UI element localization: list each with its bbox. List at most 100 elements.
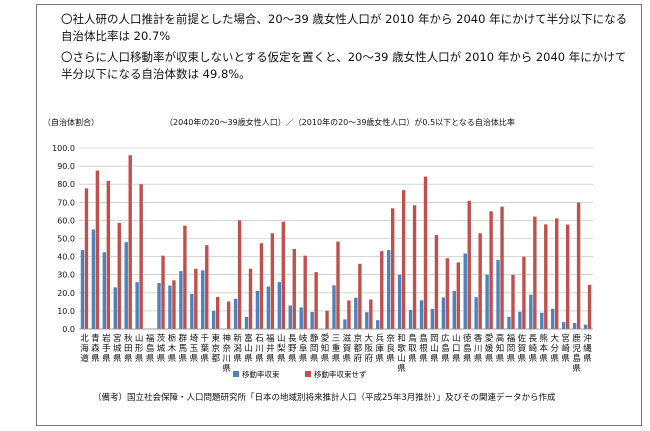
x-category-label-char: 山 [397, 353, 406, 364]
chart-ylabel: （自治体割合） [43, 117, 99, 127]
bar-converge [430, 308, 435, 329]
x-category-label-char: 潟 [233, 343, 242, 354]
bar-no-converge [522, 256, 526, 329]
bar-no-converge [336, 241, 340, 329]
x-category-label-char: 埼 [190, 333, 199, 344]
x-category-label-char: 山 [452, 333, 461, 344]
x-category-label-char: 県 [266, 354, 275, 364]
x-category-label-char: 福 [146, 333, 155, 344]
x-category-label-char: 山 [135, 333, 144, 344]
bar-no-converge [194, 268, 198, 329]
bar-no-converge [325, 310, 329, 329]
x-category-label-char: 京 [354, 333, 363, 344]
x-category-label-char: 県 [463, 354, 472, 364]
x-category-label-char: 愛 [485, 333, 494, 344]
x-category-label-char: 県 [102, 354, 111, 364]
x-category-label-char: 宮 [561, 333, 570, 344]
x-category-label-char: 島 [419, 333, 428, 344]
x-category-label-char: 阜 [299, 343, 308, 354]
x-category-label-char: 沖 [583, 333, 592, 344]
bar-no-converge [369, 299, 373, 329]
x-category-label-char: 県 [550, 354, 559, 364]
municipality-ratio-chart: （自治体割合） （2040年の20〜39歳女性人口）／（2010年の20〜39歳… [43, 117, 593, 379]
x-category-label-char: 宮 [113, 333, 122, 344]
bar-no-converge [117, 222, 121, 329]
bar-no-converge [161, 255, 165, 329]
x-category-label-char: 山 [244, 343, 253, 354]
x-category-label-char: 岐 [299, 333, 308, 344]
bar-no-converge [106, 180, 111, 329]
bar-no-converge [412, 205, 417, 329]
x-category-label-char: 県 [91, 354, 100, 364]
bar-converge [201, 270, 205, 329]
x-category-label-char: 岡 [430, 334, 439, 344]
bar-converge [288, 305, 292, 329]
bar-no-converge [533, 216, 537, 329]
x-category-label-char: 山 [430, 343, 439, 354]
x-category-label-char: 北 [80, 334, 89, 344]
bar-converge [332, 285, 336, 329]
x-category-label-char: 良 [386, 343, 395, 354]
x-category-label-char: 広 [441, 333, 450, 344]
bar-converge [212, 310, 216, 329]
chart-y-ticks: 0.0 10.0 20.0 30.0 40.0 50.0 60.0 70.0 80.0 90.0 1… [52, 144, 75, 334]
x-category-label-char: 秋 [124, 333, 133, 344]
x-category-label-char: 奈 [386, 333, 395, 344]
chart-gridlines [79, 147, 593, 330]
bar-no-converge [434, 235, 439, 329]
x-category-label-char: 県 [222, 364, 231, 374]
bar-no-converge [128, 155, 132, 329]
x-category-label-char: 県 [572, 364, 581, 374]
bar-converge [255, 290, 260, 329]
bar-converge [376, 320, 380, 329]
bar-converge [507, 316, 511, 329]
y-tick-label: 20.0 [57, 289, 75, 298]
x-category-label-char: 城 [157, 344, 166, 354]
x-category-label-char: 県 [124, 354, 133, 364]
x-category-label-char: 県 [583, 354, 592, 364]
bar-converge [277, 282, 282, 329]
x-category-label-char: 森 [91, 343, 100, 354]
x-category-label-char: 府 [354, 353, 363, 364]
bar-no-converge [565, 224, 570, 329]
bar-no-converge [500, 206, 504, 329]
x-category-label-char: 取 [408, 344, 417, 354]
x-category-label-char: 千 [201, 333, 210, 344]
x-category-label-char: 長 [529, 334, 538, 344]
x-category-label-char: 県 [288, 354, 297, 364]
x-category-label-char: 熊 [540, 333, 549, 344]
bar-no-converge [292, 248, 296, 329]
bar-no-converge [183, 225, 187, 329]
x-category-label-char: 岡 [507, 344, 516, 354]
x-category-label-char: 県 [343, 354, 352, 364]
bar-no-converge [84, 188, 89, 329]
y-tick-label: 100.0 [52, 144, 75, 153]
bar-converge [179, 271, 183, 329]
bar-converge [452, 290, 456, 329]
x-category-label-char: 県 [452, 354, 461, 364]
x-category-label-char: 井 [266, 343, 275, 354]
x-category-label-char: 三 [332, 334, 341, 344]
bar-converge [190, 293, 194, 329]
x-category-label-char: 歌 [397, 343, 406, 354]
bar-converge [474, 297, 478, 329]
x-category-label-char: 県 [419, 354, 428, 364]
bar-converge [518, 311, 522, 329]
x-category-label-char: 縄 [583, 344, 592, 354]
bar-no-converge [456, 262, 460, 329]
x-category-label-char: 都 [354, 344, 363, 354]
x-category-label-char: 県 [233, 354, 242, 364]
bar-converge [343, 319, 347, 329]
bar-converge [91, 229, 96, 329]
x-category-label-char: 県 [255, 354, 264, 364]
x-category-label-char: 福 [507, 333, 516, 344]
x-category-label-char: 口 [452, 344, 461, 354]
x-category-label-char: 分 [550, 344, 559, 354]
x-category-label-char: 葉 [201, 343, 210, 354]
bar-no-converge [478, 233, 482, 329]
legend-label: 移動率収束せず [314, 369, 367, 379]
x-category-label-char: 県 [441, 354, 450, 364]
legend-swatch [305, 371, 311, 377]
x-category-label-char: 県 [179, 354, 188, 364]
bar-no-converge [248, 268, 253, 329]
